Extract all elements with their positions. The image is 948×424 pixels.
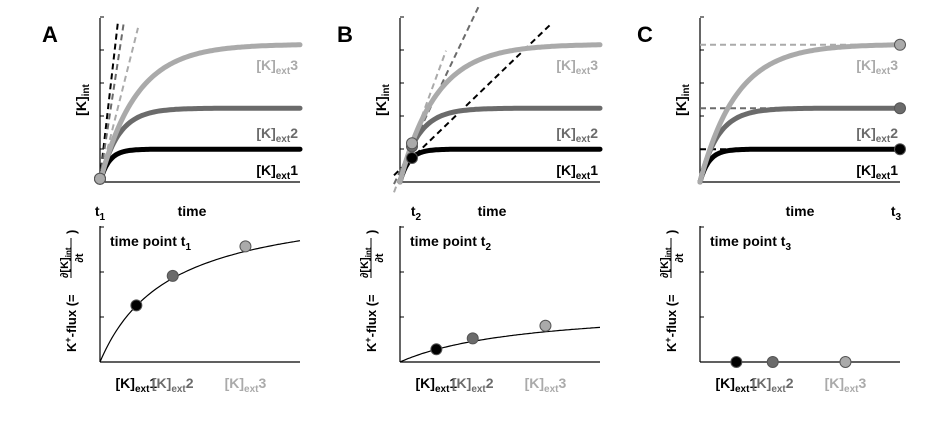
- panel-label-A: A: [42, 22, 58, 47]
- series-line-C-3: [697, 42, 903, 185]
- time-point-marker-C-1: [894, 143, 906, 156]
- bottom-ylabel-C: K+-flux (= ∂[K]int∂t): [659, 230, 686, 352]
- partial-numerator-B: ∂[K]int: [359, 247, 373, 278]
- time-point-marker-A-3: [94, 172, 106, 185]
- flux-point-C-2: [766, 356, 779, 368]
- bottom-ylabel-close-B: ): [364, 230, 379, 234]
- series-line-C-2: [697, 105, 903, 185]
- series-label-A-2: [K]ext2: [256, 125, 298, 145]
- flux-point-B-1: [430, 343, 443, 356]
- bottom-x-tick-label-B-2: [K]ext2: [452, 375, 494, 395]
- series-line-B-2: [397, 105, 603, 185]
- fit-curve-A: [99, 240, 301, 363]
- top-time-label-A: time: [178, 203, 207, 219]
- bottom-ylabel-close-C: ): [664, 230, 679, 234]
- time-point-marker-B-3: [406, 137, 418, 150]
- bottom-x-tick-label-A-1: [K]ext1: [116, 375, 158, 395]
- partial-denominator-B: ∂t: [374, 253, 386, 262]
- bottom-x-tick-label-B-1: [K]ext1: [416, 375, 458, 395]
- top-ylabel-B: [K]int: [373, 84, 392, 116]
- partial-denominator-C: ∂t: [674, 253, 686, 262]
- series-line-A-2: [97, 105, 303, 185]
- flux-point-B-3: [539, 319, 552, 332]
- flux-point-C-1: [730, 356, 743, 368]
- partial-denominator-A: ∂t: [74, 253, 86, 262]
- time-point-title-A: time point t1: [110, 233, 191, 253]
- partial-numerator-C: ∂[K]int: [659, 247, 673, 278]
- panel-label-B: B: [337, 22, 353, 47]
- flux-point-A-3: [239, 240, 252, 253]
- time-point-title-C: time point t3: [710, 233, 791, 253]
- bottom-x-tick-label-C-1: [K]ext1: [716, 375, 758, 395]
- top-ylabel-A: [K]int: [73, 84, 92, 116]
- time-point-title-B: time point t2: [410, 233, 491, 253]
- time-point-marker-C-3: [894, 38, 906, 51]
- series-label-C-2: [K]ext2: [856, 125, 898, 145]
- panel-label-C: C: [637, 22, 653, 47]
- bottom-x-tick-label-C-3: [K]ext3: [825, 375, 867, 395]
- series-label-C-1: [K]ext1: [856, 162, 898, 182]
- time-point-label-C: t3: [891, 203, 902, 223]
- top-time-label-B: time: [478, 203, 507, 219]
- time-point-label-B: t2: [411, 203, 422, 223]
- bottom-ylabel-text-A: K+-flux (=: [63, 294, 79, 352]
- series-line-B-1: [397, 146, 603, 185]
- series-line-A-3: [97, 42, 303, 185]
- bottom-ylabel-text-C: K+-flux (=: [663, 294, 679, 352]
- series-line-C-1: [697, 146, 903, 185]
- partial-numerator-A: ∂[K]int: [59, 247, 73, 278]
- series-label-B-2: [K]ext2: [556, 125, 598, 145]
- bottom-ylabel-B: K+-flux (= ∂[K]int∂t): [359, 230, 386, 352]
- flux-point-B-2: [466, 332, 479, 345]
- bottom-x-tick-label-A-2: [K]ext2: [152, 375, 194, 395]
- bottom-ylabel-close-A: ): [64, 230, 79, 234]
- time-point-marker-B-1: [406, 151, 418, 164]
- series-label-C-3: [K]ext3: [856, 57, 898, 77]
- top-ylabel-C: [K]int: [673, 84, 692, 116]
- bottom-x-tick-label-C-2: [K]ext2: [752, 375, 794, 395]
- tangent-line-A-1: [99, 21, 119, 179]
- bottom-ylabel-text-B: K+-flux (=: [363, 294, 379, 352]
- series-label-A-3: [K]ext3: [256, 57, 298, 77]
- time-point-label-A: t1: [95, 203, 106, 223]
- fit-curve-B: [399, 326, 601, 363]
- series-label-B-1: [K]ext1: [556, 162, 598, 182]
- bottom-x-tick-label-B-3: [K]ext3: [525, 375, 567, 395]
- flux-point-C-3: [839, 356, 852, 368]
- flux-point-A-2: [166, 269, 179, 282]
- time-point-marker-C-2: [894, 102, 906, 115]
- series-label-B-3: [K]ext3: [556, 57, 598, 77]
- bottom-ylabel-A: K+-flux (= ∂[K]int∂t): [59, 230, 86, 352]
- series-label-A-1: [K]ext1: [256, 162, 298, 182]
- top-time-label-C: time: [786, 203, 815, 219]
- tangent-line-A-2: [99, 21, 125, 179]
- series-line-B-3: [397, 42, 603, 185]
- flux-point-A-1: [130, 299, 143, 312]
- series-line-A-1: [97, 146, 303, 185]
- bottom-x-tick-label-A-3: [K]ext3: [225, 375, 267, 395]
